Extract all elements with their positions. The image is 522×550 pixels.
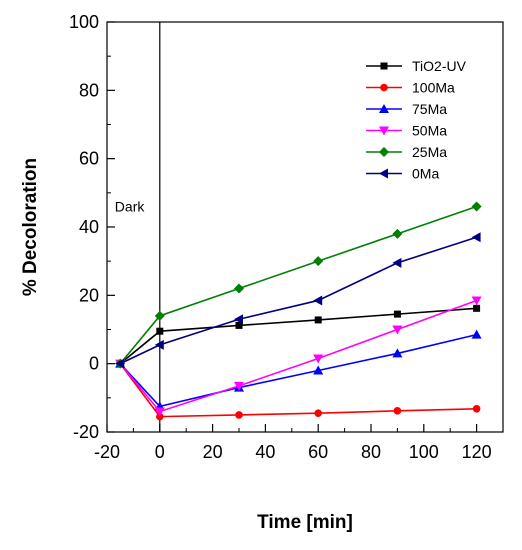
data-point: [392, 325, 403, 335]
data-point: [471, 201, 482, 212]
y-tick-label: 20: [79, 285, 99, 305]
x-tick-label: 0: [155, 442, 165, 462]
data-point: [379, 168, 388, 179]
legend-label: 100Ma: [412, 80, 455, 96]
data-point: [234, 381, 244, 391]
data-point: [156, 412, 164, 421]
x-tick-label: 80: [361, 442, 381, 462]
data-point: [379, 126, 389, 136]
legend-label: 0Ma: [412, 166, 439, 182]
series-50Ma: [115, 296, 482, 417]
series-line: [119, 236, 477, 365]
data-point: [235, 321, 243, 329]
data-point: [473, 304, 481, 312]
data-point: [392, 257, 402, 268]
y-tick-label: -20: [73, 422, 99, 442]
x-axis-title: Time [min]: [257, 512, 353, 533]
series-layer: [115, 201, 482, 421]
series-0Ma: [115, 232, 481, 369]
data-point: [392, 228, 403, 239]
x-tick-label: -20: [94, 442, 120, 462]
data-point: [154, 310, 165, 321]
data-point: [313, 256, 324, 267]
data-point: [393, 407, 402, 415]
y-tick-label: 40: [79, 217, 99, 237]
series-line: [119, 299, 477, 413]
data-point: [379, 104, 389, 113]
data-point: [379, 147, 389, 157]
data-point: [154, 407, 165, 417]
legend-item: 50Ma: [366, 123, 447, 139]
x-tick-label: 100: [409, 442, 439, 462]
data-point: [380, 62, 388, 70]
legend-item: TiO2-UV: [366, 58, 467, 74]
data-point: [471, 232, 481, 243]
data-point: [471, 296, 482, 306]
series-line: [119, 205, 477, 365]
data-point: [393, 310, 401, 318]
legend-label: 75Ma: [412, 101, 447, 117]
data-point: [154, 339, 164, 350]
y-tick-label: 100: [69, 12, 99, 32]
data-point: [313, 365, 324, 375]
legend-label: 25Ma: [412, 144, 447, 160]
series-line: [119, 333, 477, 408]
data-point: [472, 404, 481, 413]
y-tick-label: 60: [79, 149, 99, 169]
data-point: [392, 348, 403, 358]
data-point: [380, 83, 388, 92]
data-point: [314, 316, 322, 324]
y-tick-label: 0: [89, 354, 99, 374]
data-point: [234, 283, 244, 294]
series-TiO2-UV: [116, 304, 481, 368]
x-tick-label: 60: [308, 442, 328, 462]
y-tick-label: 80: [79, 80, 99, 100]
data-point: [235, 411, 243, 419]
series-line: [119, 307, 477, 365]
dark-annotation: Dark: [115, 199, 146, 215]
data-point: [156, 327, 164, 335]
plot-area: -20 0 20 40 60 80 100 -20 0 20 40 60 80 100 120: [69, 12, 504, 462]
legend: TiO2-UV 100Ma 75Ma 50Ma 25Ma 0Ma: [366, 58, 467, 182]
data-point: [313, 354, 324, 364]
y-axis-title: % Decoloration: [20, 158, 41, 296]
legend-label: TiO2-UV: [412, 58, 467, 74]
data-point: [115, 358, 125, 369]
series-25Ma: [115, 201, 482, 369]
series-line: [119, 363, 477, 418]
series-100Ma: [116, 359, 481, 421]
data-point: [234, 314, 243, 325]
legend-item: 100Ma: [366, 80, 455, 96]
data-point: [313, 295, 323, 306]
x-tick-label: 120: [462, 442, 492, 462]
legend-item: 0Ma: [366, 166, 439, 182]
x-tick-label: 40: [255, 442, 275, 462]
legend-label: 50Ma: [412, 123, 447, 139]
legend-item: 25Ma: [366, 144, 447, 160]
x-tick-label: 20: [203, 442, 223, 462]
legend-item: 75Ma: [366, 101, 447, 117]
data-point: [471, 329, 482, 339]
data-point: [314, 409, 323, 418]
